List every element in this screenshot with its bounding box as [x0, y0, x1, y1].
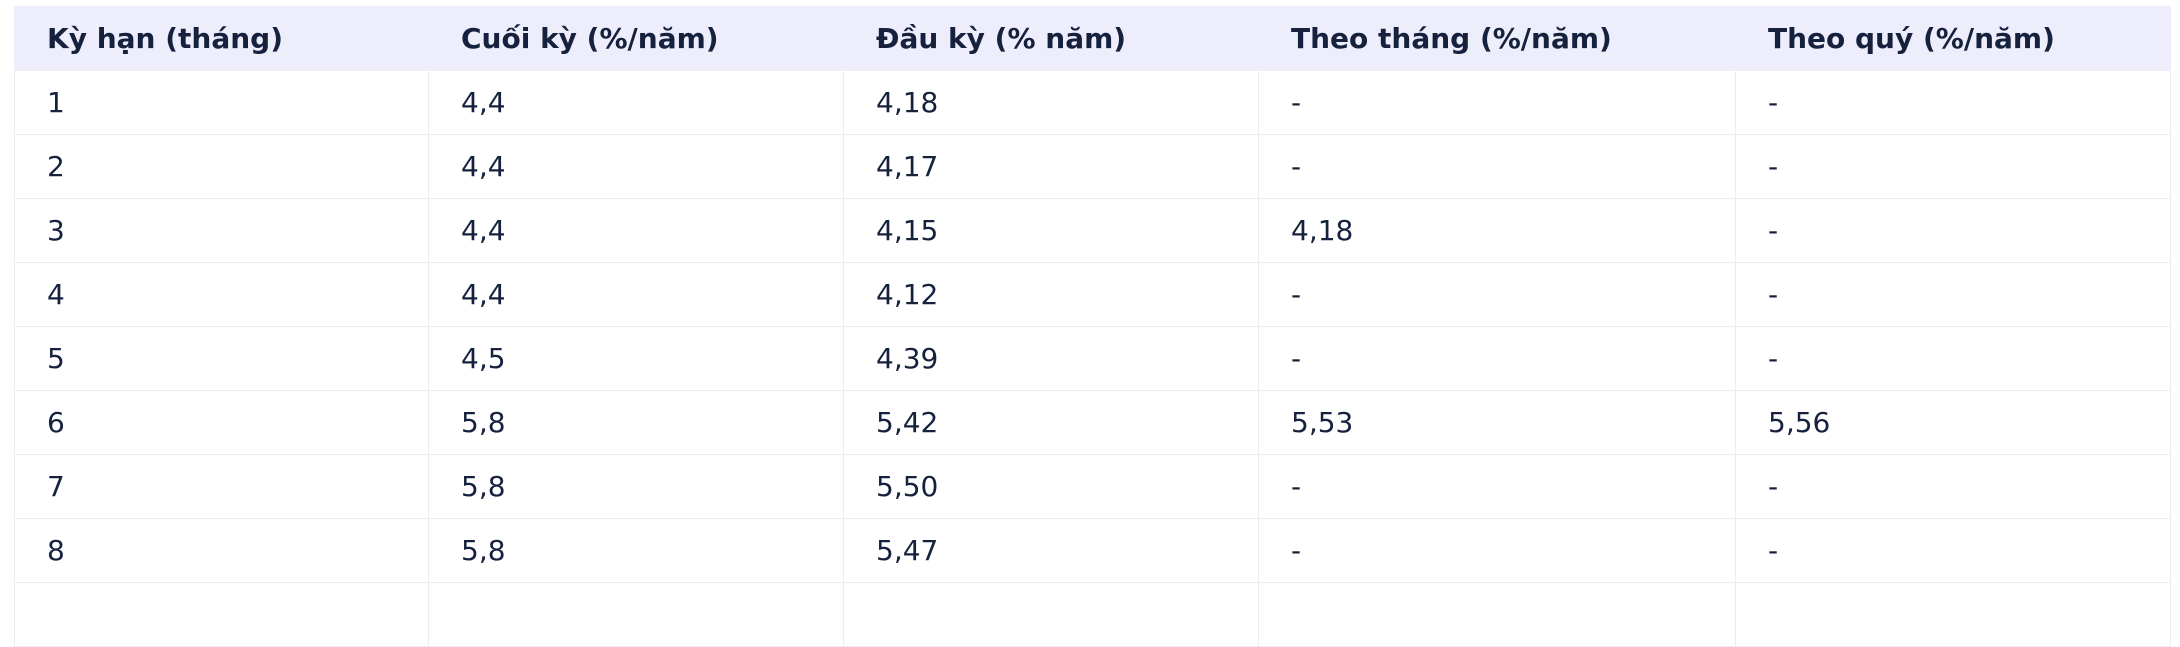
table-cell: 4,4: [428, 134, 844, 199]
table-cell: 4,12: [843, 262, 1259, 327]
table-cell: 5,8: [428, 518, 844, 583]
table-cell: -: [1258, 262, 1736, 327]
table-row: 2 4,4 4,17- -: [14, 134, 2171, 199]
table-cell: -: [1258, 134, 1736, 199]
table-cell: 4,39: [843, 326, 1259, 391]
table-cell: 5,53: [1258, 390, 1736, 455]
table-cell: 2: [14, 134, 429, 199]
table-row: 8 5,8 5,47- -: [14, 518, 2171, 583]
table-cell: 4,5: [428, 326, 844, 391]
table-cell: -: [1735, 134, 2171, 199]
table-cell: 8: [14, 518, 429, 583]
table-cell: -: [1735, 262, 2171, 327]
table-container: Kỳ hạn (tháng) Cuối kỳ (%/năm) Đầu kỳ (% n…: [14, 6, 2171, 647]
table-cell: -: [1258, 454, 1736, 519]
table-cell: 5,42: [843, 390, 1259, 455]
header-cell: Kỳ hạn (tháng): [14, 6, 429, 71]
table-cell: 4: [14, 262, 429, 327]
table-cell: 5,8: [428, 390, 844, 455]
table-cell: -: [1735, 326, 2171, 391]
table-cell: 4,15: [843, 198, 1259, 263]
table-cell: -: [1735, 518, 2171, 583]
table-cell: [843, 582, 1259, 647]
table-cell: 3: [14, 198, 429, 263]
page: Kỳ hạn (tháng) Cuối kỳ (%/năm) Đầu kỳ (% n…: [14, 6, 2171, 647]
table-row: 7 5,8 5,50- -: [14, 454, 2171, 519]
table-cell: 4,18: [843, 70, 1259, 135]
table-row: [14, 582, 2171, 647]
table-cell: 5,50: [843, 454, 1259, 519]
table-cell: 1: [14, 70, 429, 135]
header-cell: Cuối kỳ (%/năm): [428, 6, 844, 71]
table-cell: -: [1258, 70, 1736, 135]
table-row: 1 4,4 4,18- -: [14, 70, 2171, 135]
table-cell: [428, 582, 844, 647]
table-cell: -: [1735, 454, 2171, 519]
table-row: 3 4,4 4,15 4,18-: [14, 198, 2171, 263]
table-cell: 5,47: [843, 518, 1259, 583]
rate-table: Kỳ hạn (tháng) Cuối kỳ (%/năm) Đầu kỳ (% n…: [14, 6, 2171, 647]
header-cell: Đầu kỳ (% năm): [843, 6, 1259, 71]
table-cell: [1735, 582, 2171, 647]
table-cell: 5: [14, 326, 429, 391]
header-cell: Theo tháng (%/năm): [1258, 6, 1736, 71]
table-cell: -: [1258, 518, 1736, 583]
table-body: 1 4,4 4,18- -2 4,4 4,17- -3 4,4 4,15 4,18-4 4,4 4,1…: [14, 70, 2171, 647]
table-cell: 7: [14, 454, 429, 519]
table-row: 4 4,4 4,12- -: [14, 262, 2171, 327]
table-cell: 5,56: [1735, 390, 2171, 455]
table-cell: 4,18: [1258, 198, 1736, 263]
header-cell: Theo quý (%/năm): [1735, 6, 2171, 71]
table-cell: [14, 582, 429, 647]
table-cell: 5,8: [428, 454, 844, 519]
table-cell: 4,17: [843, 134, 1259, 199]
table-row: 6 5,8 5,42 5,53 5,56: [14, 390, 2171, 455]
table-cell: -: [1258, 326, 1736, 391]
table-cell: -: [1735, 198, 2171, 263]
table-cell: -: [1735, 70, 2171, 135]
table-row: 5 4,5 4,39- -: [14, 326, 2171, 391]
table-cell: 4,4: [428, 262, 844, 327]
table-cell: [1258, 582, 1736, 647]
header-row: Kỳ hạn (tháng) Cuối kỳ (%/năm) Đầu kỳ (% n…: [14, 6, 2171, 71]
table-cell: 4,4: [428, 70, 844, 135]
table-cell: 6: [14, 390, 429, 455]
table-cell: 4,4: [428, 198, 844, 263]
